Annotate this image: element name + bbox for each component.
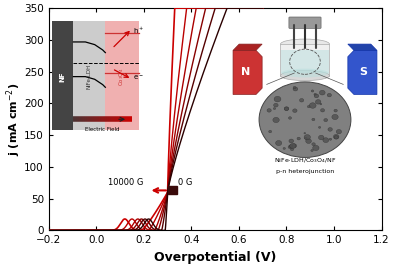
Y-axis label: j (mA cm$^{-2}$): j (mA cm$^{-2}$): [4, 83, 23, 156]
Text: 10000 G: 10000 G: [108, 178, 144, 187]
Text: 0 G: 0 G: [178, 178, 193, 187]
X-axis label: Overpotential (V): Overpotential (V): [154, 251, 276, 264]
Bar: [167, 186, 177, 194]
